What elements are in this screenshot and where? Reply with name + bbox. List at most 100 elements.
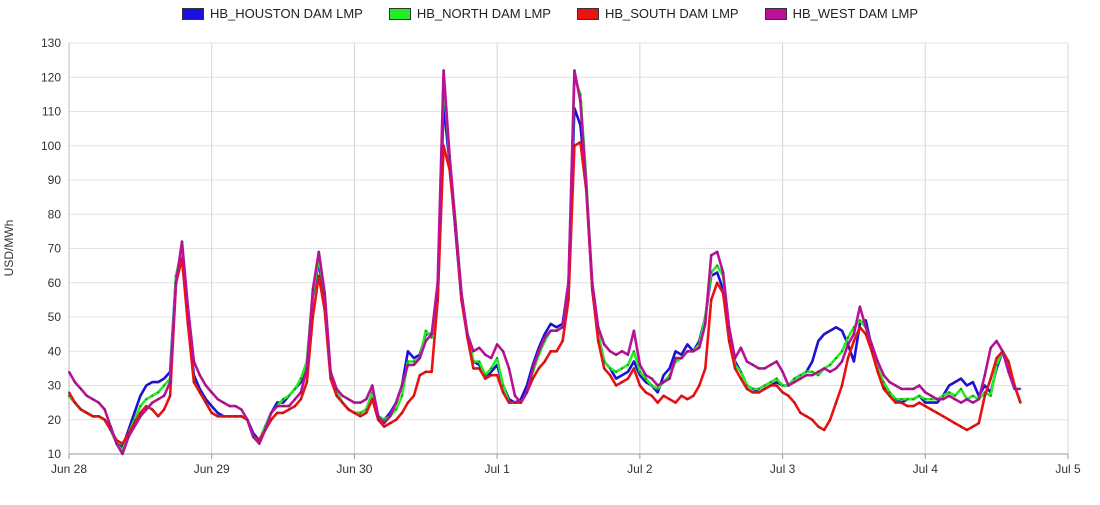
data-point	[882, 387, 885, 390]
data-point	[406, 401, 409, 404]
data-point	[311, 288, 314, 291]
data-point	[948, 418, 951, 421]
y-tick-label: 120	[41, 70, 61, 84]
data-point	[97, 401, 100, 404]
data-point	[157, 398, 160, 401]
data-point	[656, 384, 659, 387]
data-point	[377, 415, 380, 418]
data-point	[573, 144, 576, 147]
data-point	[668, 377, 671, 380]
data-point	[234, 405, 237, 408]
data-point	[769, 381, 772, 384]
data-point	[424, 339, 427, 343]
data-point	[573, 69, 576, 72]
data-point	[317, 274, 320, 277]
data-point	[157, 415, 160, 418]
data-point	[121, 442, 124, 445]
data-point	[139, 405, 142, 408]
data-point	[638, 370, 642, 373]
axes: 10 20 30 40 50 60 70 80 90 100 110 120 130 Jun 28 Jun …	[41, 36, 1081, 476]
data-point	[603, 343, 606, 346]
x-tick-label: Jun 28	[51, 462, 87, 476]
data-point	[287, 405, 291, 408]
data-point	[888, 381, 891, 384]
legend-item-south[interactable]: HB_SOUTH DAM LMP	[576, 6, 739, 21]
data-point	[781, 370, 784, 373]
data-point	[299, 398, 302, 401]
data-point	[478, 367, 481, 370]
data-point	[67, 391, 71, 394]
data-point	[424, 329, 427, 332]
data-point	[537, 350, 540, 353]
data-point	[264, 428, 267, 432]
data-point	[395, 408, 398, 411]
data-point	[79, 387, 82, 390]
y-axis-label: USD/MWh	[2, 220, 16, 277]
data-point	[472, 350, 475, 353]
data-point	[823, 333, 826, 336]
data-point	[91, 398, 94, 401]
data-point	[971, 425, 975, 428]
data-point	[751, 391, 754, 394]
data-point	[210, 411, 213, 414]
data-point	[383, 425, 386, 428]
x-tick-label: Jul 2	[627, 462, 653, 476]
data-point	[959, 425, 963, 428]
data-point	[258, 442, 261, 445]
data-point	[936, 411, 939, 414]
data-point	[531, 367, 534, 370]
data-point	[412, 363, 415, 366]
data-point	[67, 370, 71, 373]
data-point	[728, 339, 731, 343]
data-point	[638, 384, 642, 387]
legend-item-north[interactable]: HB_NORTH DAM LMP	[388, 6, 551, 21]
data-point	[145, 384, 148, 387]
data-point	[359, 401, 362, 404]
y-tick-label: 90	[48, 173, 62, 187]
data-point	[858, 322, 862, 325]
data-point	[971, 401, 975, 404]
data-point	[930, 398, 933, 401]
data-point	[383, 418, 386, 421]
data-point	[549, 350, 552, 353]
chart-legend: HB_HOUSTON DAM LMP HB_NORTH DAM LMP HB_S…	[0, 6, 1100, 21]
data-point	[722, 291, 725, 295]
data-point	[169, 381, 172, 384]
legend-label-west: HB_WEST DAM LMP	[792, 6, 919, 21]
legend-item-houston[interactable]: HB_HOUSTON DAM LMP	[181, 6, 363, 21]
data-point	[626, 353, 630, 356]
y-tick-label: 10	[48, 447, 62, 461]
data-point	[204, 401, 207, 404]
data-point	[739, 370, 743, 373]
data-point	[615, 377, 618, 380]
data-point	[597, 326, 600, 329]
data-point	[692, 350, 695, 353]
data-point	[924, 405, 927, 408]
data-point	[983, 384, 986, 387]
data-point	[763, 367, 766, 370]
data-point	[169, 394, 172, 397]
legend-item-west[interactable]: HB_WEST DAM LMP	[764, 6, 919, 21]
data-point	[811, 374, 814, 377]
data-point	[888, 394, 891, 397]
data-point	[406, 363, 409, 366]
y-tick-label: 40	[48, 344, 62, 358]
data-point	[252, 435, 255, 438]
data-point	[930, 394, 933, 397]
data-point	[876, 370, 879, 373]
data-point	[710, 254, 713, 257]
data-point	[870, 350, 873, 353]
data-point	[680, 357, 683, 360]
data-point	[561, 326, 564, 329]
data-point	[840, 360, 844, 363]
data-point	[686, 350, 689, 353]
data-point	[389, 415, 392, 418]
legend-swatch-houston	[181, 7, 204, 20]
data-point	[305, 367, 308, 370]
data-point	[365, 411, 368, 414]
data-point	[948, 384, 951, 387]
data-point	[436, 281, 439, 284]
data-point	[787, 394, 790, 397]
data-point	[852, 360, 856, 363]
data-point	[787, 384, 790, 387]
